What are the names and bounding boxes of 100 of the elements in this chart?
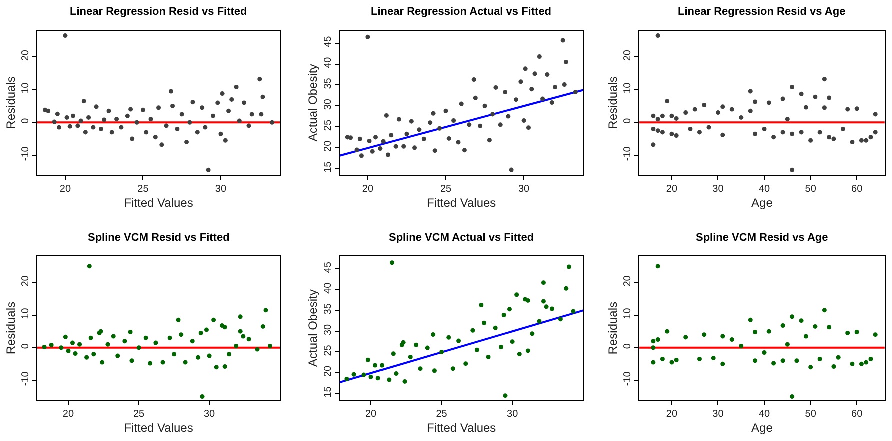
point — [372, 363, 378, 368]
y-axis-title: Residuals — [606, 302, 620, 355]
point — [220, 92, 225, 96]
y-axis-title: Residuals — [4, 76, 18, 130]
point — [172, 352, 177, 357]
point — [472, 78, 476, 82]
point — [790, 168, 795, 172]
point — [55, 112, 60, 116]
point — [553, 85, 558, 90]
point — [514, 98, 518, 102]
point — [864, 360, 869, 365]
point — [408, 354, 413, 360]
point — [438, 126, 442, 131]
chart-title: Linear Regression Resid vs Age — [678, 6, 846, 18]
point — [545, 72, 550, 78]
point — [790, 132, 795, 136]
point — [422, 136, 426, 142]
point — [119, 125, 124, 130]
point — [507, 307, 512, 312]
point — [125, 114, 130, 118]
point — [56, 125, 62, 130]
point — [195, 130, 200, 135]
point — [414, 342, 419, 348]
point — [702, 103, 707, 108]
point — [380, 363, 385, 368]
point — [92, 352, 96, 357]
x-tick-label: 50 — [805, 184, 817, 196]
point — [850, 362, 855, 366]
x-tick-label: 25 — [133, 408, 146, 420]
point — [381, 139, 386, 144]
point — [188, 120, 192, 125]
point — [656, 117, 660, 122]
point — [46, 108, 51, 114]
point — [268, 344, 272, 348]
point — [651, 360, 656, 365]
point — [148, 117, 154, 122]
point — [785, 117, 790, 122]
point — [242, 100, 247, 106]
chart-title: Linear Regression Actual vs Fitted — [371, 6, 552, 18]
point — [526, 298, 530, 303]
point — [42, 344, 47, 350]
point — [808, 138, 814, 143]
point — [63, 334, 68, 340]
y-tick-label: 20 — [622, 50, 634, 62]
point — [753, 330, 758, 334]
point — [748, 108, 753, 114]
point — [832, 364, 836, 370]
point — [748, 318, 753, 322]
point — [446, 136, 452, 141]
point — [160, 142, 164, 148]
point — [868, 135, 874, 140]
point — [506, 114, 511, 119]
x-tick-label: 60 — [852, 408, 864, 420]
point — [238, 314, 243, 320]
point — [259, 112, 264, 117]
y-tick-label: 10 — [20, 308, 32, 320]
point — [374, 135, 378, 140]
point — [651, 114, 656, 118]
point — [198, 330, 204, 336]
point — [670, 132, 674, 136]
point — [164, 124, 169, 128]
y-tick-label: 20 — [322, 365, 334, 378]
point — [794, 358, 800, 364]
point — [486, 354, 491, 360]
point — [780, 96, 786, 102]
point — [808, 365, 814, 370]
point — [660, 130, 665, 135]
y-tick-label: -10 — [20, 371, 32, 386]
point — [200, 106, 205, 110]
point — [656, 264, 660, 269]
point — [362, 372, 366, 378]
point — [452, 118, 456, 123]
point — [799, 92, 804, 96]
point — [487, 138, 492, 143]
x-axis-title: Age — [752, 196, 774, 210]
point — [772, 361, 776, 366]
point — [394, 372, 399, 376]
point — [670, 114, 674, 118]
point — [52, 120, 57, 124]
point — [59, 346, 64, 350]
point — [222, 364, 228, 370]
point — [78, 118, 84, 124]
point — [49, 343, 54, 348]
y-tick-label: 40 — [322, 282, 334, 294]
point — [651, 142, 656, 148]
point — [106, 342, 110, 347]
point — [822, 308, 827, 313]
point — [790, 84, 795, 90]
point — [98, 126, 104, 132]
point — [550, 100, 554, 106]
point — [541, 280, 546, 286]
chart-title: Spline VCM Actual vs Fitted — [389, 232, 534, 244]
point — [799, 318, 804, 324]
point — [827, 325, 832, 330]
point — [674, 116, 679, 121]
x-tick-label: 20 — [60, 184, 72, 196]
point — [656, 337, 660, 342]
point — [386, 152, 390, 158]
y-tick-label: 20 — [20, 50, 32, 62]
point — [106, 108, 112, 114]
